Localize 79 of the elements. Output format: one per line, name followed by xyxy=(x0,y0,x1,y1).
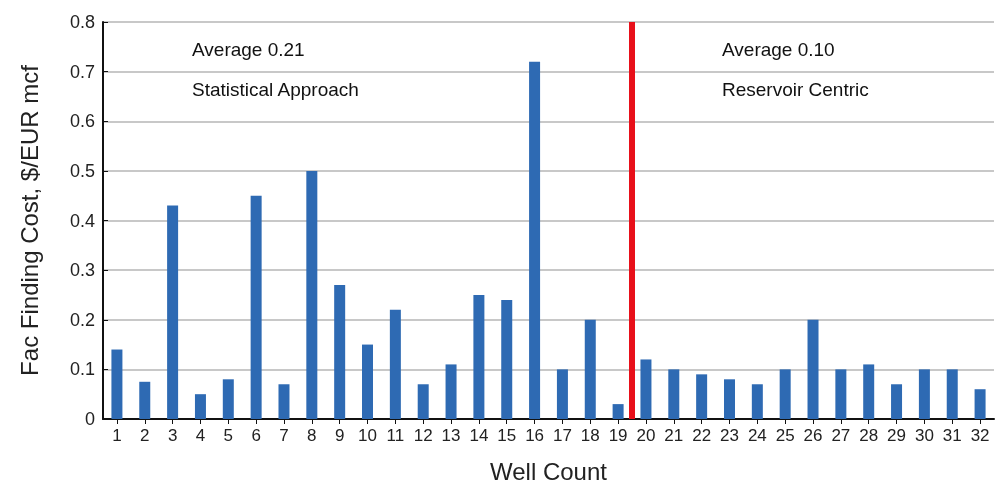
bar xyxy=(723,379,735,419)
y-tick-label: 0.3 xyxy=(69,260,95,281)
bar xyxy=(974,389,986,419)
bar xyxy=(556,369,568,419)
x-tick-label: 21 xyxy=(664,426,684,445)
x-tick-label: 30 xyxy=(914,426,934,445)
bar xyxy=(389,309,401,419)
bar xyxy=(779,369,791,419)
y-axis-title: Fac Finding Cost, $/EUR mcf xyxy=(15,64,43,376)
y-tick-label: 0.5 xyxy=(69,160,95,181)
x-tick-label: 5 xyxy=(223,426,234,445)
x-tick-label: 14 xyxy=(469,426,489,445)
bar xyxy=(807,319,819,419)
bar xyxy=(250,195,262,419)
annotation: Average 0.10 xyxy=(722,39,835,60)
x-tick-label: 11 xyxy=(386,426,405,445)
y-tick-label: 0.4 xyxy=(69,210,95,231)
x-tick-label: 17 xyxy=(552,426,572,445)
x-tick-label: 22 xyxy=(692,426,712,445)
x-tick-label: 19 xyxy=(608,426,628,445)
x-tick-label: 26 xyxy=(803,426,823,445)
x-tick-label: 16 xyxy=(525,426,545,445)
bar xyxy=(612,404,624,419)
x-tick-label: 27 xyxy=(831,426,851,445)
bar xyxy=(111,349,123,419)
x-tick-label: 15 xyxy=(497,426,517,445)
y-tick-label: 0.2 xyxy=(69,309,95,330)
x-tick-label: 25 xyxy=(775,426,795,445)
bar xyxy=(751,384,763,419)
bar xyxy=(501,299,513,419)
x-tick-label: 24 xyxy=(747,426,767,445)
x-tick-label: 1 xyxy=(112,426,122,445)
bar xyxy=(334,285,346,419)
x-tick-label: 20 xyxy=(636,426,656,445)
bar xyxy=(835,369,847,419)
x-axis-title: Well Count xyxy=(490,457,608,485)
x-tick-label: 6 xyxy=(251,426,261,445)
x-tick-label: 29 xyxy=(887,426,907,445)
bar xyxy=(222,379,234,419)
x-tick-label: 2 xyxy=(140,426,150,445)
bar xyxy=(584,319,596,419)
y-tick-label: 0.7 xyxy=(69,61,95,82)
y-tick-label: 0.8 xyxy=(69,12,95,32)
bar xyxy=(473,294,485,419)
bar xyxy=(306,170,318,419)
x-tick-label: 4 xyxy=(195,426,206,445)
bar xyxy=(139,381,151,419)
annotation: Average 0.21 xyxy=(192,39,305,60)
bar xyxy=(668,369,680,419)
x-tick-label: 31 xyxy=(942,426,962,445)
bar xyxy=(167,205,179,419)
x-tick-label: 8 xyxy=(307,426,317,445)
x-tick-label: 12 xyxy=(413,426,433,445)
x-tick-label: 18 xyxy=(580,426,600,445)
bar xyxy=(891,384,903,419)
bar xyxy=(362,344,374,419)
bar xyxy=(640,359,652,419)
x-tick-label: 13 xyxy=(441,426,461,445)
bar xyxy=(946,369,958,419)
y-tick-label: 0.1 xyxy=(69,359,95,380)
x-tick-label: 23 xyxy=(720,426,739,445)
bar xyxy=(278,384,290,419)
bar xyxy=(529,61,541,419)
x-tick-label: 7 xyxy=(279,426,289,445)
bar xyxy=(696,374,708,419)
bar xyxy=(863,364,875,419)
x-tick-label: 9 xyxy=(334,426,345,445)
y-tick-label: 0 xyxy=(84,409,95,429)
annotation: Statistical Approach xyxy=(192,79,359,100)
bar xyxy=(194,394,206,419)
x-tick-label: 10 xyxy=(358,426,377,445)
bar xyxy=(918,369,930,419)
bar xyxy=(445,364,457,419)
bar xyxy=(417,384,429,419)
x-tick-label: 32 xyxy=(970,426,990,445)
x-tick-label: 3 xyxy=(167,426,178,445)
x-tick-label: 28 xyxy=(859,426,879,445)
annotation: Reservoir Centric xyxy=(722,79,869,100)
y-tick-label: 0.6 xyxy=(69,111,95,132)
